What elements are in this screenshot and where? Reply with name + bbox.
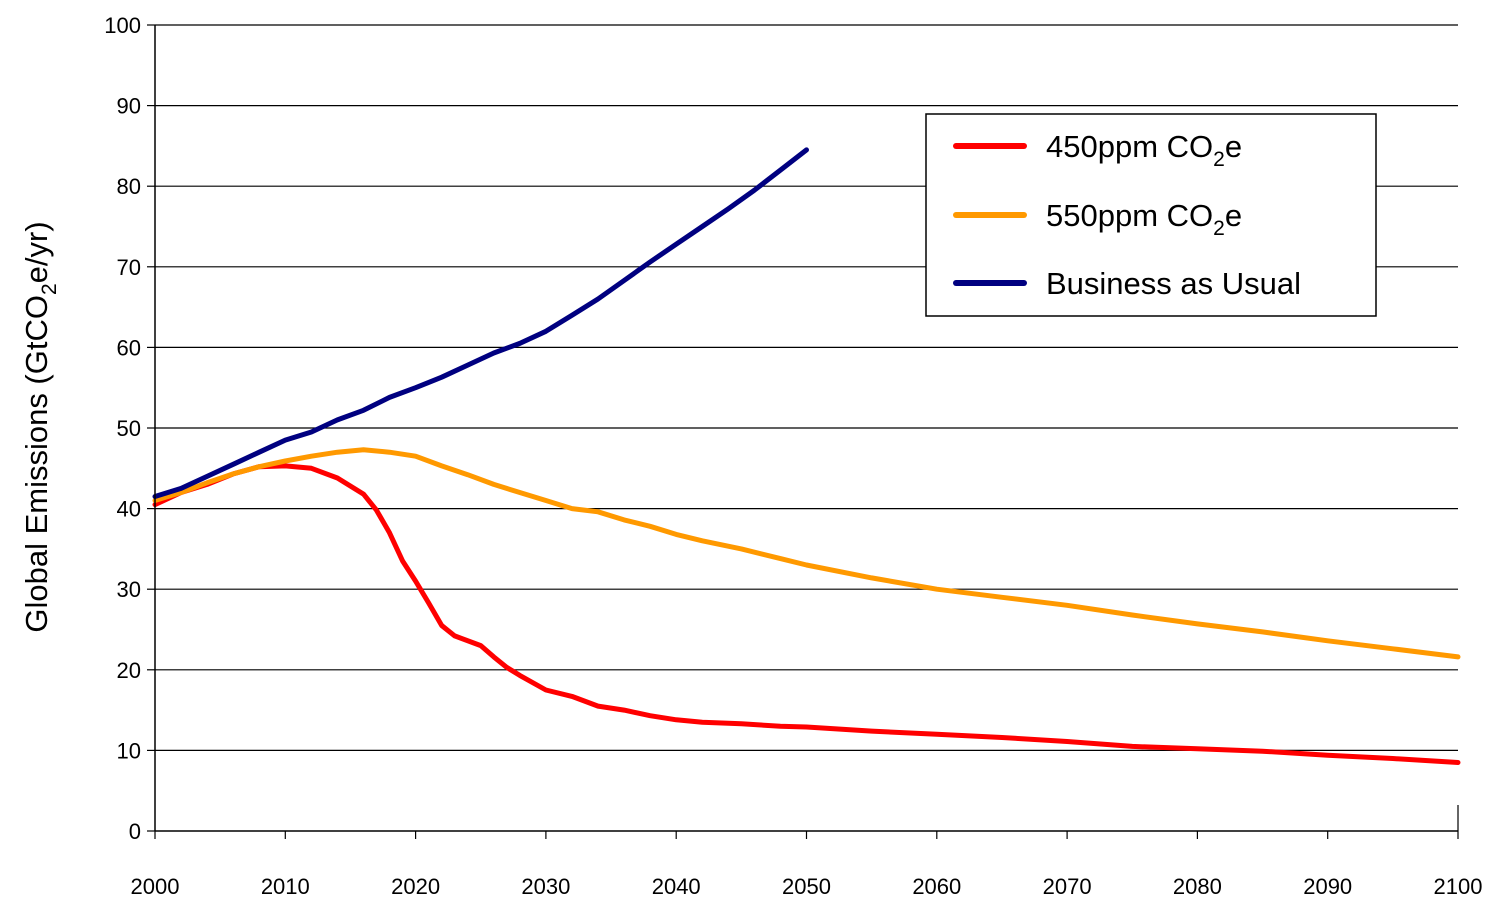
y-axis-title-suffix: e/yr) [19, 221, 54, 283]
legend-label-subscript: 2 [1213, 217, 1225, 240]
y-tick-label: 100 [104, 13, 141, 38]
legend-label-suffix: e [1225, 198, 1242, 233]
x-tick-label: 2090 [1303, 874, 1352, 899]
y-axis-title-subscript: 2 [38, 283, 61, 295]
y-tick-label: 50 [117, 416, 141, 441]
legend-label-prefix: 450ppm CO [1046, 129, 1213, 164]
legend-label-prefix: 550ppm CO [1046, 198, 1213, 233]
y-tick-label: 10 [117, 738, 141, 763]
x-tick-label: 2080 [1173, 874, 1222, 899]
y-tick-labels: 0 10 20 30 40 50 60 70 80 90 100 [104, 13, 141, 844]
x-tick-label: 2060 [912, 874, 961, 899]
y-tick-label: 90 [117, 94, 141, 119]
y-tick-label: 20 [117, 658, 141, 683]
legend-label-subscript: 2 [1213, 148, 1225, 171]
series-line-1 [152, 463, 1461, 765]
series-line-3 [152, 147, 809, 499]
legend-label-prefix: Business as Usual [1046, 266, 1301, 301]
x-tick-label: 2070 [1043, 874, 1092, 899]
legend-label: 550ppm CO2e [1046, 198, 1242, 240]
y-tick-label: 30 [117, 577, 141, 602]
series-lines [152, 147, 1461, 765]
legend-label-suffix: e [1225, 129, 1242, 164]
x-tick-label: 2010 [261, 874, 310, 899]
y-tick-label: 0 [129, 819, 141, 844]
legend-label: 450ppm CO2e [1046, 129, 1242, 171]
x-tick-label: 2020 [391, 874, 440, 899]
series-line-2 [152, 447, 1461, 660]
x-tick-label: 2050 [782, 874, 831, 899]
axes [147, 24, 1459, 839]
y-tick-label: 40 [117, 497, 141, 522]
x-tick-label: 2040 [652, 874, 701, 899]
x-tick-label: 2100 [1434, 874, 1483, 899]
y-axis-title: Global Emissions (GtCO2e/yr) [19, 221, 61, 632]
y-tick-label: 60 [117, 335, 141, 360]
y-axis-title-prefix: Global Emissions (GtCO [19, 295, 54, 633]
legend-label: Business as Usual [1046, 266, 1301, 301]
x-tick-label: 2000 [131, 874, 180, 899]
y-tick-label: 70 [117, 255, 141, 280]
x-tick-labels: 2000 2010 2020 2030 2040 2050 2060 2070 2080 2090… [131, 874, 1483, 899]
y-tick-label: 80 [117, 174, 141, 199]
x-tick-label: 2030 [521, 874, 570, 899]
